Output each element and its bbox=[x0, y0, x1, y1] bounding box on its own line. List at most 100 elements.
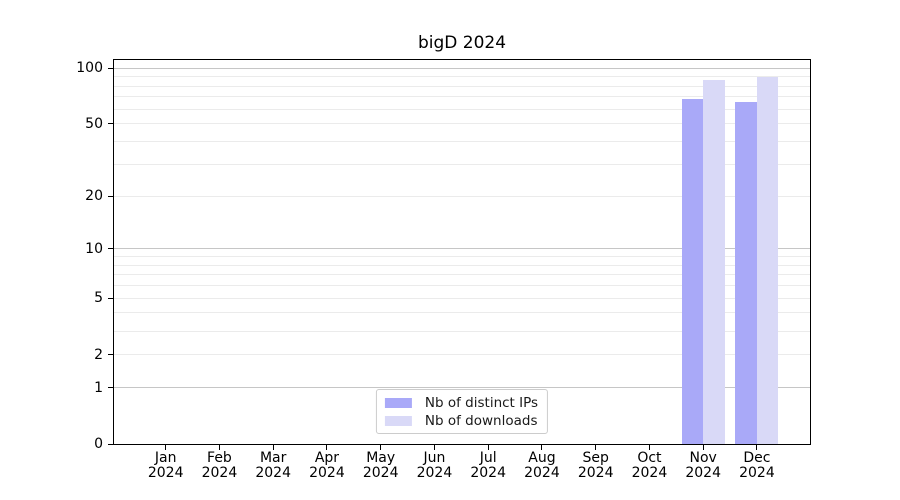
x-tick-label-year: 2024 bbox=[362, 465, 399, 481]
x-tick-label: Jul 2024 bbox=[460, 451, 516, 481]
x-tick bbox=[326, 445, 328, 450]
x-tick-label-month: Feb bbox=[207, 450, 232, 466]
x-tick-label-year: 2024 bbox=[631, 465, 668, 481]
x-tick-label-year: 2024 bbox=[416, 465, 453, 481]
y-tick-label: 20 bbox=[85, 188, 103, 205]
y-gridline-minor bbox=[114, 285, 810, 287]
y-tick bbox=[108, 123, 113, 125]
x-tick-label-year: 2024 bbox=[255, 465, 291, 481]
x-tick-label-month: Jan bbox=[154, 450, 177, 466]
legend-swatch bbox=[384, 397, 412, 408]
bar-dec-ips bbox=[735, 101, 757, 444]
x-tick-label-year: 2024 bbox=[201, 465, 238, 481]
x-tick-label: Aug 2024 bbox=[514, 451, 570, 481]
y-gridline-minor bbox=[114, 123, 810, 125]
y-tick bbox=[108, 195, 113, 197]
x-tick-label: Sep 2024 bbox=[568, 451, 624, 481]
spine-left bbox=[113, 59, 114, 445]
x-tick bbox=[648, 445, 650, 450]
y-tick bbox=[108, 67, 113, 69]
x-tick bbox=[487, 445, 489, 450]
x-tick-label-year: 2024 bbox=[739, 465, 775, 481]
legend-row: Nb of distinct IPs bbox=[384, 394, 539, 411]
bar-nov-ips bbox=[681, 99, 704, 444]
y-gridline-minor bbox=[114, 297, 810, 299]
y-tick bbox=[108, 443, 113, 445]
x-tick-label-year: 2024 bbox=[470, 465, 506, 481]
y-tick-label: 1 bbox=[94, 379, 103, 396]
y-gridline-major bbox=[114, 67, 810, 69]
x-tick-label-month: Dec bbox=[743, 450, 771, 466]
y-tick bbox=[108, 297, 113, 299]
y-tick-label: 100 bbox=[76, 60, 103, 77]
x-tick-label-month: May bbox=[366, 450, 396, 466]
y-gridline-minor bbox=[114, 255, 810, 257]
x-tick-label-month: Oct bbox=[637, 450, 662, 466]
x-tick-label-year: 2024 bbox=[147, 465, 184, 481]
x-tick bbox=[380, 445, 382, 450]
y-tick-label: 50 bbox=[85, 115, 103, 132]
y-tick bbox=[108, 248, 113, 250]
y-tick bbox=[108, 354, 113, 356]
x-tick-label-year: 2024 bbox=[524, 465, 560, 481]
legend: Nb of distinct IPs Nb of downloads bbox=[375, 389, 549, 434]
x-tick bbox=[272, 445, 274, 450]
y-tick-label: 10 bbox=[85, 240, 103, 257]
y-tick bbox=[108, 387, 113, 389]
x-tick-label: May 2024 bbox=[353, 451, 409, 481]
x-tick-label-month: Apr bbox=[314, 450, 340, 466]
x-tick-label-year: 2024 bbox=[685, 465, 721, 481]
y-tick-label: 0 bbox=[94, 436, 103, 452]
x-tick bbox=[702, 445, 704, 450]
y-gridline-minor bbox=[114, 354, 810, 356]
x-tick-label-month: Mar bbox=[259, 450, 287, 466]
plot-area: Nb of distinct IPs Nb of downloads bbox=[114, 59, 810, 444]
y-gridline-minor bbox=[114, 312, 810, 314]
x-tick-label: Mar 2024 bbox=[245, 451, 301, 481]
x-tick-label: Dec 2024 bbox=[729, 451, 785, 481]
y-gridline-minor bbox=[114, 141, 810, 143]
y-gridline-minor bbox=[114, 76, 810, 78]
legend-swatch bbox=[384, 415, 412, 426]
y-gridline-minor bbox=[114, 96, 810, 98]
x-tick bbox=[218, 445, 220, 450]
x-tick bbox=[433, 445, 435, 450]
bar-nov-downloads bbox=[703, 80, 725, 444]
y-gridline-minor bbox=[114, 195, 810, 197]
legend-row: Nb of downloads bbox=[384, 412, 538, 429]
x-tick-label-month: Aug bbox=[528, 450, 556, 466]
x-tick-label: Oct 2024 bbox=[621, 451, 677, 481]
y-tick-label: 2 bbox=[94, 346, 103, 363]
x-tick-label: Feb 2024 bbox=[191, 451, 247, 481]
spine-right bbox=[810, 59, 811, 445]
y-gridline-major bbox=[114, 387, 810, 389]
x-tick-label: Jun 2024 bbox=[406, 451, 462, 481]
legend-label: Nb of distinct IPs bbox=[424, 394, 539, 411]
y-gridline-minor bbox=[114, 274, 810, 276]
x-tick-label-year: 2024 bbox=[309, 465, 345, 481]
chart-title: bigD 2024 bbox=[417, 33, 507, 53]
spine-top bbox=[114, 59, 810, 60]
y-gridline-minor bbox=[114, 264, 810, 266]
legend-label: Nb of downloads bbox=[424, 412, 538, 429]
x-tick bbox=[595, 445, 597, 450]
x-tick-label-month: Jul bbox=[479, 450, 497, 466]
x-tick bbox=[756, 445, 758, 450]
x-tick-label: Apr 2024 bbox=[299, 451, 355, 481]
x-tick-label-month: Sep bbox=[582, 450, 609, 466]
y-tick-label: 5 bbox=[94, 290, 103, 307]
y-gridline-minor bbox=[114, 85, 810, 87]
x-tick-label: Jan 2024 bbox=[138, 451, 194, 481]
x-tick-label: Nov 2024 bbox=[675, 451, 731, 481]
x-tick-label-month: Jun bbox=[423, 450, 446, 466]
x-tick bbox=[541, 445, 543, 450]
spine-bottom bbox=[114, 444, 811, 445]
y-gridline-minor bbox=[114, 163, 810, 165]
y-gridline-minor bbox=[114, 108, 810, 110]
y-gridline-major bbox=[114, 248, 810, 250]
bar-dec-downloads bbox=[756, 76, 779, 444]
x-tick bbox=[165, 445, 167, 450]
x-tick-label-year: 2024 bbox=[577, 465, 614, 481]
y-gridline-minor bbox=[114, 330, 810, 332]
